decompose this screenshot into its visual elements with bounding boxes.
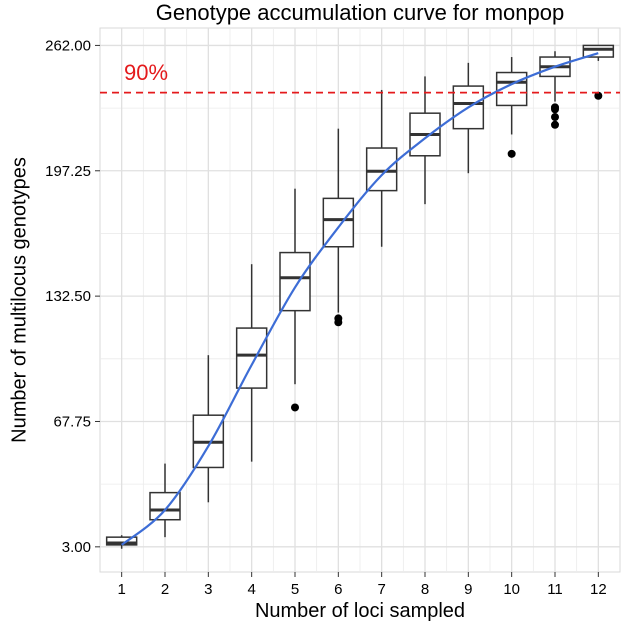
- box-body: [105, 536, 138, 546]
- box-5: [279, 188, 311, 412]
- outlier-point: [334, 314, 343, 323]
- box-7: [365, 89, 398, 247]
- outlier-point: [551, 120, 559, 129]
- box-3: [192, 355, 225, 503]
- outlier-point: [551, 113, 559, 122]
- y-axis-title: Number of multilocus genotypes: [8, 157, 31, 443]
- x-tick-label: 5: [291, 581, 299, 598]
- x-tick-label: 11: [547, 581, 563, 598]
- y-tick-label: 3.00: [62, 539, 91, 556]
- x-tick-label: 4: [247, 581, 255, 598]
- outlier-point: [594, 91, 603, 100]
- box-4: [235, 264, 268, 462]
- box-body: [582, 44, 615, 58]
- x-tick-label: 8: [421, 581, 429, 598]
- x-tick-label: 6: [334, 581, 342, 598]
- box-body: [279, 251, 311, 312]
- x-tick-label: 9: [464, 581, 472, 598]
- y-tick-label: 132.50: [45, 288, 91, 305]
- trend-line: [121, 52, 599, 546]
- box-1: [105, 535, 138, 549]
- x-tick-label: 10: [503, 581, 520, 598]
- y-tick-label: 262.00: [45, 37, 91, 54]
- box-body: [235, 327, 268, 389]
- x-tick-label: 12: [590, 581, 607, 598]
- y-tick-label: 197.25: [45, 163, 91, 180]
- reference-line-label: 90%: [124, 60, 168, 85]
- box-body: [365, 147, 398, 192]
- box-8: [409, 76, 441, 205]
- outlier-point: [507, 149, 516, 158]
- outlier-point: [291, 403, 299, 412]
- x-axis-title: Number of loci sampled: [254, 600, 466, 622]
- chart-title: Genotype accumulation curve for monpop: [155, 0, 565, 25]
- x-tick-label: 3: [204, 581, 212, 598]
- y-tick-label: 67.75: [53, 413, 91, 430]
- outlier-point: [551, 103, 559, 112]
- x-tick-label: 1: [117, 581, 125, 598]
- box-12: [582, 44, 615, 100]
- x-tick-label: 7: [377, 581, 385, 598]
- x-tick-label: 2: [161, 581, 169, 598]
- grid-lines: [100, 28, 620, 572]
